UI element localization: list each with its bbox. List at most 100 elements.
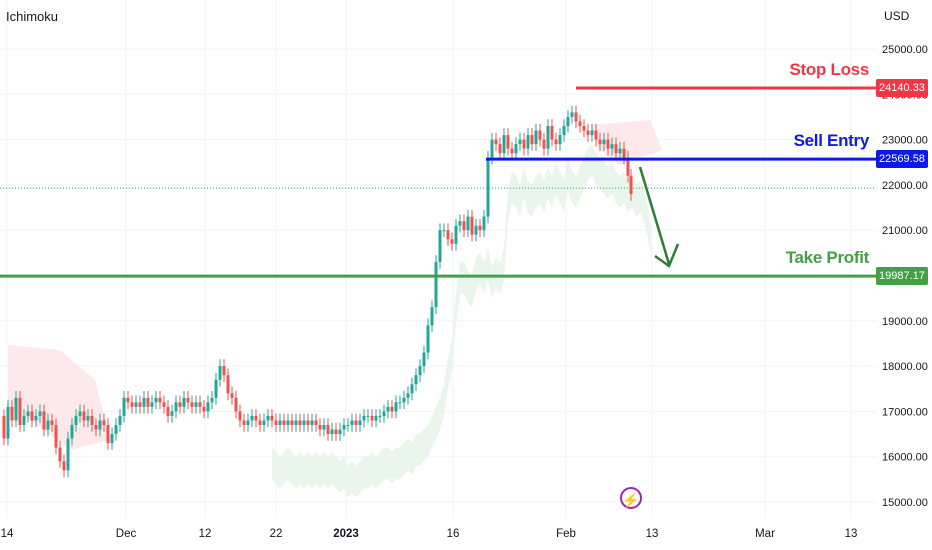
candle-body bbox=[338, 429, 342, 435]
candle-body bbox=[354, 420, 358, 425]
candle-body bbox=[502, 135, 506, 154]
candle-body bbox=[446, 230, 450, 240]
candle-body bbox=[206, 402, 210, 412]
candle-body bbox=[186, 397, 190, 403]
candle-body bbox=[626, 157, 630, 176]
candle-body bbox=[22, 415, 26, 425]
candle-body bbox=[30, 411, 34, 421]
cloud-bearish bbox=[8, 345, 110, 450]
candle-body bbox=[506, 135, 510, 149]
lightning-icon[interactable]: ⚡ bbox=[620, 487, 642, 509]
candle-body bbox=[210, 397, 214, 403]
candle-body bbox=[162, 402, 166, 407]
candle-body bbox=[538, 130, 542, 140]
candle-body bbox=[546, 126, 550, 149]
candle-body bbox=[150, 402, 154, 407]
candle-body bbox=[170, 411, 174, 416]
candle-body bbox=[118, 415, 122, 425]
candle-body bbox=[346, 424, 350, 426]
take-profit-price-badge: 19987.17 bbox=[876, 267, 928, 286]
time-tick-label: Mar bbox=[755, 528, 775, 540]
candle-body bbox=[218, 366, 222, 380]
candle-body bbox=[154, 397, 158, 403]
candle-body bbox=[426, 325, 430, 353]
candle-body bbox=[610, 144, 614, 149]
candle-body bbox=[366, 415, 370, 417]
candle-body bbox=[146, 397, 150, 407]
sell-entry-label: Sell Entry bbox=[793, 131, 870, 151]
time-tick-label: 12 bbox=[199, 528, 212, 540]
currency-label[interactable]: USD bbox=[884, 9, 910, 23]
candle-body bbox=[482, 216, 486, 231]
cloud-bullish bbox=[272, 144, 651, 498]
candle-body bbox=[302, 420, 306, 425]
candle-body bbox=[78, 411, 82, 416]
candle-body bbox=[542, 139, 546, 149]
candle-body bbox=[362, 415, 366, 421]
candle-body bbox=[466, 216, 470, 231]
candle-body bbox=[34, 415, 38, 421]
candle-body bbox=[462, 221, 466, 231]
candle-body bbox=[554, 139, 558, 145]
candle-body bbox=[602, 139, 606, 145]
candle-body bbox=[130, 402, 134, 407]
candle-body bbox=[594, 130, 598, 140]
candle-body bbox=[566, 116, 570, 127]
candle-body bbox=[558, 135, 562, 145]
indicator-title[interactable]: Ichimoku bbox=[6, 9, 59, 24]
candle-body bbox=[14, 397, 18, 421]
candle-body bbox=[498, 144, 502, 154]
candle-body bbox=[2, 415, 6, 439]
candle-body bbox=[526, 135, 530, 149]
time-tick-label: 13 bbox=[845, 528, 858, 540]
candle-body bbox=[330, 429, 334, 435]
candle-body bbox=[518, 139, 522, 145]
take-profit-label: Take Profit bbox=[785, 248, 870, 268]
candle-body bbox=[270, 415, 274, 421]
candle-body bbox=[598, 139, 602, 145]
price-tick-label: 15000.00 bbox=[882, 497, 928, 509]
candle-body bbox=[306, 420, 310, 425]
candle-body bbox=[134, 402, 138, 407]
candle-body bbox=[382, 411, 386, 416]
candle-body bbox=[158, 397, 162, 403]
time-tick-label: 14 bbox=[1, 528, 14, 540]
price-tick-label: 19000.00 bbox=[882, 316, 928, 328]
candle-body bbox=[590, 130, 594, 136]
candle-body bbox=[374, 415, 378, 421]
candle-body bbox=[266, 415, 270, 421]
candle-body bbox=[262, 420, 266, 425]
candle-body bbox=[622, 148, 626, 158]
candle-body bbox=[629, 175, 633, 194]
time-tick-label: Dec bbox=[116, 528, 137, 540]
price-tick-label: 17000.00 bbox=[882, 406, 928, 418]
candle-body bbox=[414, 375, 418, 385]
candle-body bbox=[166, 406, 170, 416]
candle-body bbox=[430, 307, 434, 326]
candle-body bbox=[422, 352, 426, 367]
time-tick-label: Feb bbox=[556, 528, 576, 540]
candle-body bbox=[90, 415, 94, 425]
arrow-shaft bbox=[638, 166, 671, 265]
candle-body bbox=[190, 402, 194, 407]
candle-body bbox=[274, 420, 278, 425]
stop-loss-label: Stop Loss bbox=[789, 59, 870, 79]
candle-body bbox=[438, 230, 442, 262]
candle-body bbox=[318, 424, 322, 430]
candle-body bbox=[370, 415, 374, 421]
candle-body bbox=[202, 406, 206, 412]
candle-body bbox=[6, 406, 10, 439]
candle-body bbox=[490, 139, 494, 158]
price-tick-label: 23000.00 bbox=[882, 135, 928, 147]
candle-body bbox=[82, 411, 86, 421]
candle-body bbox=[418, 366, 422, 376]
candle-body bbox=[178, 402, 182, 407]
grid bbox=[0, 0, 876, 518]
candle-body bbox=[510, 148, 514, 154]
time-axis[interactable]: 14 Dec 12 22 2023 16 Feb 13 Mar 13 bbox=[1, 528, 858, 540]
candle-body bbox=[534, 130, 538, 145]
price-tick-label: 16000.00 bbox=[882, 452, 928, 464]
candle-body bbox=[70, 424, 74, 439]
candle-body bbox=[606, 139, 610, 149]
